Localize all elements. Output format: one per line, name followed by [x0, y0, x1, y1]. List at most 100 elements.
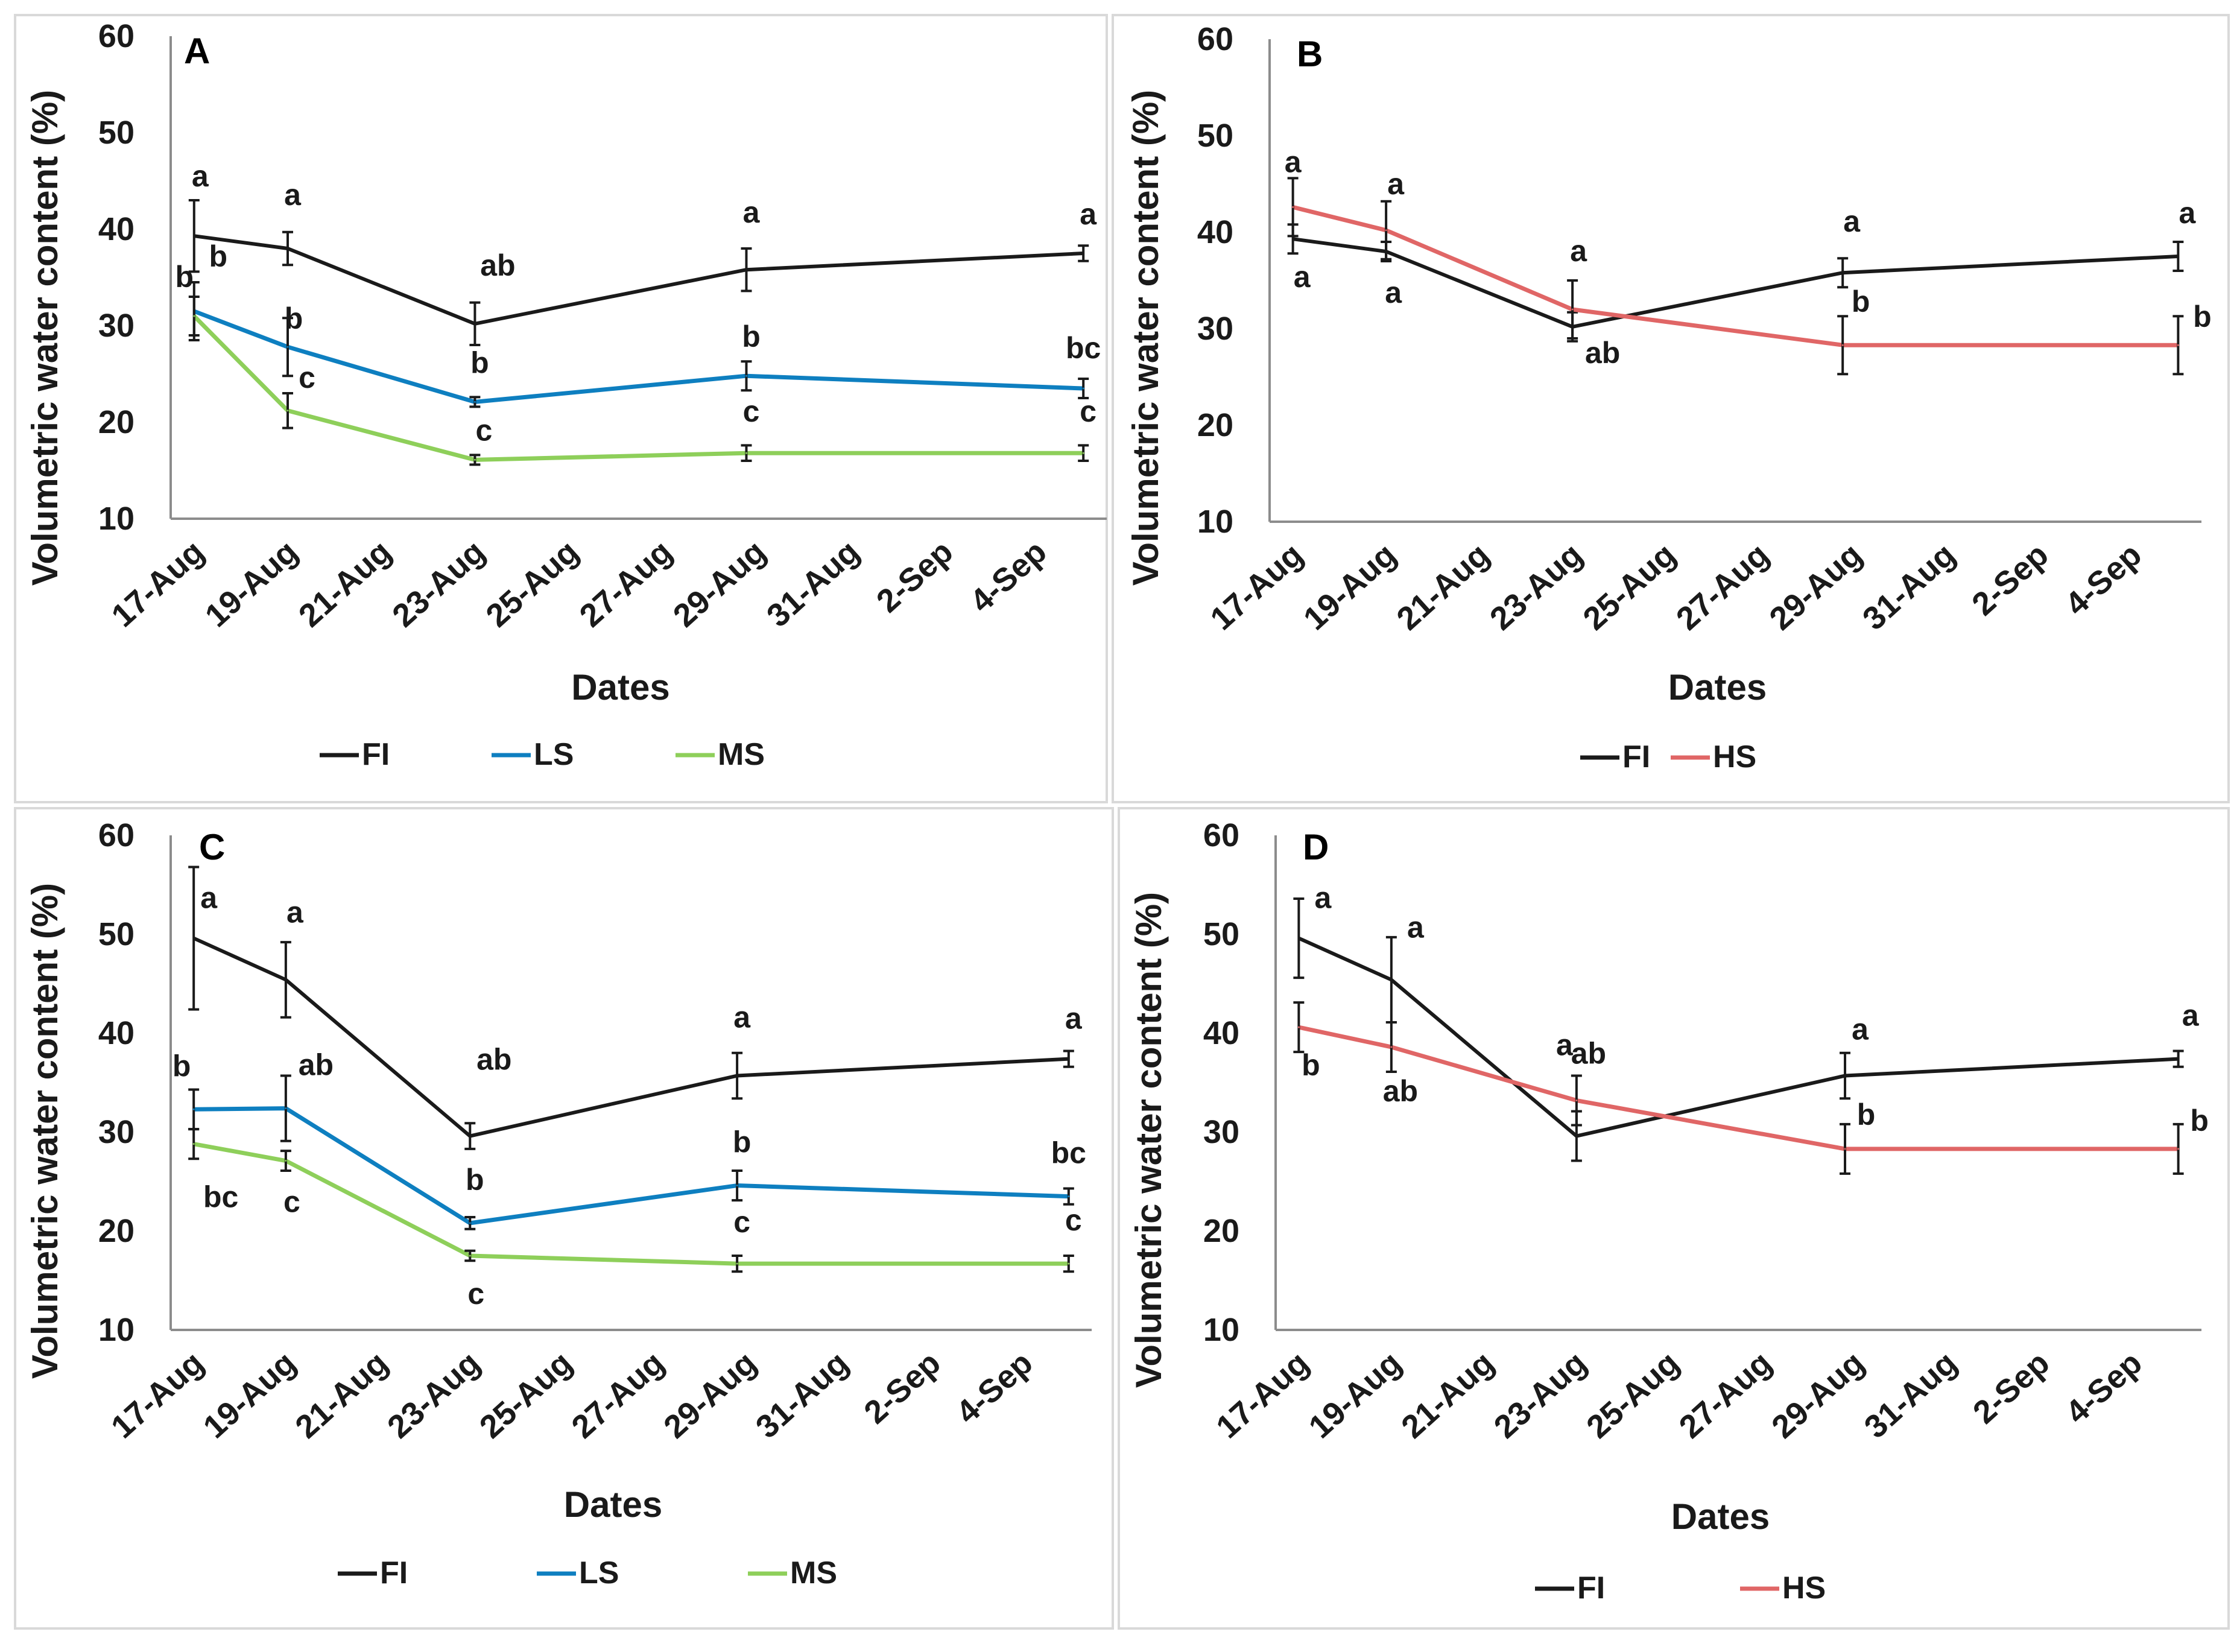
legend: FI LS MS [320, 737, 765, 772]
y-tick-label: 20 [98, 1213, 134, 1249]
data-point-ls [1068, 1195, 1070, 1198]
data-point-fi [1068, 1058, 1070, 1060]
chart-panel-a: 10203040506017-Aug19-Aug21-Aug23-Aug25-A… [14, 14, 1108, 803]
significance-letter: a [1387, 167, 1405, 201]
data-point-hs [1575, 1100, 1578, 1102]
data-point-hs [1844, 1148, 1846, 1150]
data-point-fi [193, 235, 195, 237]
data-point-ms [1082, 452, 1084, 454]
significance-letter: bc [203, 1180, 238, 1214]
significance-letter: c [467, 1277, 484, 1311]
significance-letter: a [1407, 910, 1425, 944]
data-point-ms [193, 315, 195, 317]
data-point-fi [285, 978, 287, 981]
series-ls: b b b b bc [176, 260, 1101, 408]
panel-frame [14, 14, 1108, 803]
y-tick-label: 40 [98, 1015, 134, 1051]
significance-letter: ab [480, 248, 515, 282]
y-tick-label: 20 [98, 404, 134, 440]
y-tick-label: 50 [1203, 916, 1239, 952]
legend: FI HS [1580, 739, 1756, 774]
y-tick-label: 40 [98, 211, 134, 247]
data-point-ls [192, 1108, 195, 1110]
data-point-ms [469, 1255, 471, 1257]
y-tick-label: 50 [98, 916, 134, 952]
significance-letter: c [299, 361, 315, 394]
data-point-fi [1844, 1075, 1846, 1077]
panel-frame [1118, 807, 2230, 1630]
data-point-fi [473, 323, 476, 325]
significance-letter: b [2193, 300, 2212, 334]
y-tick-label: 50 [1197, 118, 1233, 154]
significance-letter: b [1302, 1048, 1320, 1082]
significance-letter: a [200, 881, 218, 915]
significance-letter: b [172, 1049, 191, 1083]
legend-label-ms: MS [790, 1555, 837, 1590]
significance-letter: b [1857, 1098, 1876, 1131]
y-tick-label: 30 [1203, 1114, 1239, 1150]
data-point-ls [469, 1222, 471, 1224]
significance-letter: a [1385, 276, 1402, 309]
data-point-ms [473, 458, 476, 461]
significance-letter: a [2182, 999, 2200, 1033]
y-tick-label: 30 [1197, 311, 1233, 347]
y-tick-label: 10 [98, 501, 134, 537]
x-axis-title: Dates [1671, 1496, 1770, 1537]
x-axis-title: Dates [571, 667, 669, 707]
data-point-ms [286, 410, 289, 412]
data-point-fi [192, 937, 195, 940]
data-point-ls [285, 1107, 287, 1110]
legend-label-fi: FI [1622, 739, 1650, 774]
data-point-fi [1082, 252, 1084, 255]
legend-label-ls: LS [579, 1555, 619, 1590]
data-point-fi [1297, 937, 1300, 940]
panel-letter: B [1297, 34, 1323, 74]
y-tick-label: 40 [1197, 214, 1233, 250]
legend-label-fi: FI [362, 737, 390, 772]
significance-letter: ab [1585, 336, 1620, 370]
chart-panel-c: 10203040506017-Aug19-Aug21-Aug23-Aug25-A… [14, 807, 1114, 1630]
significance-letter: ab [1571, 1037, 1606, 1071]
significance-letter: a [192, 159, 209, 193]
data-point-ms [736, 1262, 738, 1265]
data-point-fi [736, 1075, 738, 1077]
data-point-fi [1841, 271, 1844, 274]
data-point-fi [1575, 1135, 1578, 1138]
y-tick-label: 40 [1203, 1015, 1239, 1051]
legend-label-hs: HS [1782, 1571, 1826, 1606]
significance-letter: a [1065, 1002, 1083, 1036]
chart-panel-d: 10203040506017-Aug19-Aug21-Aug23-Aug25-A… [1118, 807, 2230, 1630]
legend-label-fi: FI [1577, 1571, 1605, 1606]
y-tick-label: 10 [98, 1312, 134, 1348]
data-point-hs [1571, 308, 1574, 311]
y-tick-label: 20 [1197, 407, 1233, 443]
significance-letter: a [1570, 234, 1587, 268]
data-point-ls [1082, 387, 1084, 390]
data-point-ms [192, 1143, 195, 1145]
panels: 10203040506017-Aug19-Aug21-Aug23-Aug25-A… [14, 14, 2230, 1630]
significance-letter: ab [1383, 1074, 1418, 1108]
significance-letter: c [1080, 394, 1097, 428]
significance-letter: a [1294, 260, 1311, 294]
significance-letter: ab [476, 1043, 511, 1077]
data-point-ms [285, 1160, 287, 1162]
y-tick-label: 10 [1197, 504, 1233, 540]
y-axis-title: Volumetric water content (%) [1128, 892, 1169, 1388]
panel-letter: D [1303, 827, 1329, 867]
data-point-ms [1068, 1262, 1070, 1265]
data-point-fi [286, 247, 289, 250]
significance-letter: a [1080, 197, 1097, 231]
significance-letter: b [2190, 1104, 2209, 1138]
significance-letter: ab [299, 1048, 334, 1082]
significance-letter: a [1285, 145, 1302, 179]
legend-label-ms: MS [718, 737, 765, 772]
significance-letter: b [176, 260, 194, 294]
y-tick-label: 60 [98, 18, 134, 54]
significance-letter: a [2179, 196, 2196, 230]
significance-letter: a [284, 178, 302, 212]
significance-letter: a [286, 895, 304, 929]
